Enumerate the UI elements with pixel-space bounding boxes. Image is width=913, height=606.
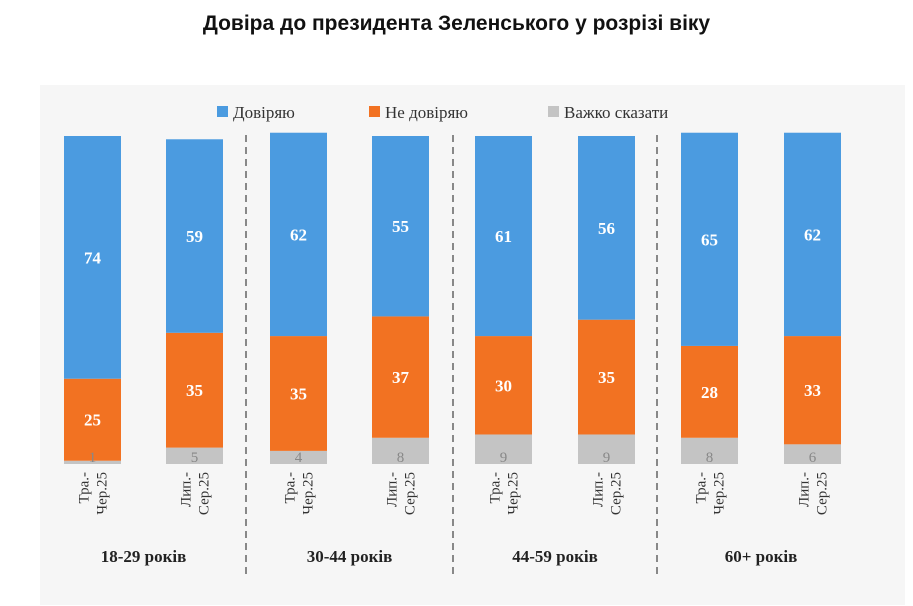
bar-segment-distrust [166, 332, 223, 448]
data-label-trust: 74 [84, 248, 102, 267]
x-tick-label: Тра.- [77, 472, 93, 504]
x-tick-label: Лип.- [179, 472, 195, 507]
bar-segment-hard [166, 447, 223, 464]
bar-segment-trust [784, 132, 841, 337]
x-tick-label: Тра.- [283, 472, 299, 504]
bar-segment-hard [475, 434, 532, 464]
bar-segment-trust [681, 132, 738, 346]
data-label-hard: 5 [191, 450, 199, 466]
x-tick-label: Чер.25 [712, 472, 728, 515]
x-tick-label: Сер.25 [403, 472, 419, 515]
bar-segment-distrust [64, 378, 121, 461]
bar-segment-trust [578, 136, 635, 320]
bar-segment-distrust [578, 319, 635, 435]
data-label-trust: 61 [495, 227, 512, 246]
data-label-distrust: 30 [495, 376, 512, 395]
group-label: 18-29 років [101, 547, 187, 566]
bar-segment-distrust [475, 336, 532, 435]
bar-segment-hard [681, 437, 738, 464]
group-label: 30-44 років [307, 547, 393, 566]
x-tick-label: Чер.25 [95, 472, 111, 515]
bar-segment-hard [578, 434, 635, 464]
bar-segment-trust [475, 136, 532, 337]
bar-segment-trust [372, 136, 429, 317]
group-label: 44-59 років [512, 547, 598, 566]
x-tick-label: Лип.- [797, 472, 813, 507]
data-label-hard: 9 [500, 450, 508, 466]
bar-segment-hard [784, 444, 841, 464]
bar-segment-distrust [270, 336, 327, 451]
bar-segment-distrust [372, 316, 429, 438]
legend-label-trust: Довіряю [233, 103, 295, 122]
x-tick-label: Сер.25 [197, 472, 213, 515]
bar-segment-hard [270, 450, 327, 464]
data-label-trust: 62 [804, 225, 821, 244]
data-label-trust: 56 [598, 219, 615, 238]
legend-swatch-hard [548, 106, 559, 117]
data-label-trust: 59 [186, 227, 203, 246]
data-label-distrust: 35 [290, 384, 307, 403]
bar-segment-hard [64, 460, 121, 464]
data-label-trust: 55 [392, 217, 409, 236]
x-tick-label: Тра.- [694, 472, 710, 504]
x-tick-label: Тра.- [488, 472, 504, 504]
data-label-hard: 6 [809, 450, 817, 466]
data-label-hard: 8 [397, 450, 405, 466]
bar-segment-hard [372, 437, 429, 464]
data-label-hard: 4 [295, 450, 303, 466]
bar-segment-distrust [784, 336, 841, 445]
bar-segment-distrust [681, 345, 738, 438]
x-tick-label: Чер.25 [301, 472, 317, 515]
data-label-distrust: 28 [701, 383, 718, 402]
data-label-trust: 65 [701, 230, 718, 249]
data-label-hard: 1 [89, 450, 97, 466]
x-tick-label: Лип.- [591, 472, 607, 507]
legend-swatch-distrust [369, 106, 380, 117]
bar-segment-trust [270, 132, 327, 337]
bar-segment-trust [166, 139, 223, 333]
chart-title: Довіра до президента Зеленського у розрі… [202, 12, 711, 35]
x-tick-label: Чер.25 [506, 472, 522, 515]
data-label-distrust: 35 [598, 368, 615, 387]
data-label-distrust: 25 [84, 411, 101, 430]
x-tick-label: Лип.- [385, 472, 401, 507]
group-label: 60+ років [725, 547, 798, 566]
bar-segment-trust [64, 136, 121, 379]
legend-label-distrust: Не довіряю [385, 103, 468, 122]
legend-swatch-trust [217, 106, 228, 117]
legend-label-hard: Важко сказати [564, 103, 668, 122]
data-label-trust: 62 [290, 225, 307, 244]
data-label-distrust: 35 [186, 381, 203, 400]
data-label-hard: 9 [603, 450, 611, 466]
data-label-distrust: 37 [392, 368, 410, 387]
data-label-hard: 8 [706, 450, 714, 466]
data-label-distrust: 33 [804, 381, 821, 400]
x-tick-label: Сер.25 [609, 472, 625, 515]
x-tick-label: Сер.25 [815, 472, 831, 515]
